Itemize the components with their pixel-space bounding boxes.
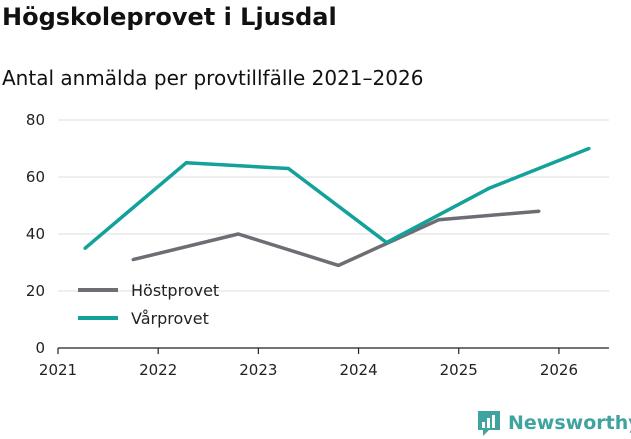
y-tick-label-20: 20 [26,282,45,300]
y-tick-label-40: 40 [26,225,45,243]
brand-name: Newsworthy [508,412,631,434]
x-axis: 2021 2022 2023 2024 2025 2026 [39,347,609,379]
chart-title: Högskoleprovet i Ljusdal [2,3,337,31]
x-tick-label-2024: 2024 [339,361,377,379]
x-tick-label-2022: 2022 [139,361,177,379]
x-tick-label-2025: 2025 [440,361,478,379]
data-point-2-6 [587,146,591,151]
newsworthy-logo-icon [478,411,500,436]
y-axis-ticks: 0 20 40 60 80 [26,111,45,357]
series-line-2 [83,146,590,250]
data-point-1-2 [236,232,240,236]
legend-label-2: Vårprovet [131,309,209,328]
y-tick-label-0: 0 [35,339,45,357]
data-point-1-4 [437,218,441,222]
series-line-1 [132,209,540,268]
data-point-1-3 [336,263,341,267]
data-point-1-5 [537,209,541,213]
data-point-2-4 [384,240,389,245]
chart-subtitle: Antal anmälda per provtillfälle 2021–202… [2,66,424,90]
x-tick-label-2021: 2021 [39,361,77,379]
series-lines [83,146,591,268]
data-point-2-2 [184,161,188,165]
line-chart: 0 20 40 60 80 2021 2022 2023 2024 2025 2026 Höstp… [26,111,609,379]
y-tick-label-60: 60 [26,168,45,186]
legend-label-1: Höstprovet [131,281,219,300]
data-point-2-5 [487,186,491,190]
x-tick-label-2023: 2023 [239,361,277,379]
brand-logo: Newsworthy [476,408,631,438]
data-point-2-3 [286,166,291,171]
data-point-2-1 [83,246,87,250]
data-point-1-1 [131,258,135,262]
y-tick-label-80: 80 [26,111,45,129]
legend: Höstprovet Vårprovet [78,281,219,328]
x-tick-label-2026: 2026 [540,361,578,379]
